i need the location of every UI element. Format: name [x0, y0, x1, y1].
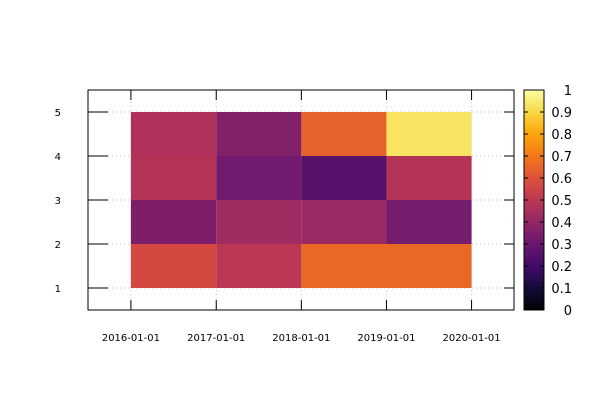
x-tick-label: 2019-01-01: [357, 333, 415, 344]
colorbar: 0 0.1 0.2 0.3 0.4 0.5 0.6 0.7 0.8 0.9 1: [523, 84, 572, 319]
heatmap-cell: [386, 156, 472, 200]
y-tick-label: 3: [55, 196, 61, 207]
colorbar-tick-label: 0.5: [551, 194, 572, 209]
x-tick-label: 2020-01-01: [443, 333, 501, 344]
colorbar-tick-label: 0.2: [551, 260, 572, 275]
heatmap-cell: [130, 112, 217, 156]
heatmap-cell: [301, 156, 387, 200]
y-tick-label: 5: [55, 108, 61, 119]
x-tick-label: 2018-01-01: [272, 333, 330, 344]
axes: 2016-01-01 2017-01-01 2018-01-01 2019-01-01…: [55, 89, 515, 344]
y-tick-label: 2: [55, 240, 61, 251]
heatmap-cell: [130, 244, 217, 288]
heatmap-cell: [216, 200, 302, 244]
y-tick-label: 1: [55, 284, 61, 295]
y-tick-label: 4: [55, 152, 61, 163]
colorbar-tick-label: 0.7: [551, 150, 572, 165]
heatmap-cell: [216, 156, 302, 200]
heatmap-cell: [301, 244, 387, 288]
colorbar-tick-label: 0.3: [551, 238, 572, 253]
heatmap-cell: [386, 112, 472, 156]
heatmap-cell: [301, 200, 387, 244]
heatmap-cell: [216, 112, 302, 156]
heatmap-cell: [386, 244, 472, 288]
heatmap-cell: [130, 200, 217, 244]
heatmap-cell: [386, 200, 472, 244]
heatmap-cell: [130, 156, 217, 200]
heatmap-cell: [301, 112, 387, 156]
colorbar-tick-label: 0.1: [551, 282, 572, 297]
colorbar-tick-label: 1: [564, 84, 572, 99]
colorbar-tick-label: 0.6: [551, 172, 572, 187]
heatmap-cell: [216, 244, 302, 288]
colorbar-tick-label: 0.4: [551, 216, 572, 231]
colorbar-tick-label: 0.8: [551, 128, 572, 143]
colorbar-tick-label: 0: [564, 304, 572, 319]
heatmap-cells: [130, 112, 472, 288]
x-tick-label: 2016-01-01: [102, 333, 160, 344]
x-tick-label: 2017-01-01: [187, 333, 245, 344]
colorbar-tick-label: 0.9: [551, 106, 572, 121]
